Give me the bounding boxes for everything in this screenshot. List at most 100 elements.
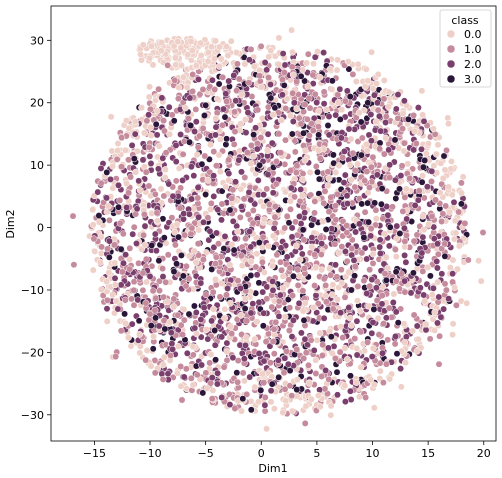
- scatter-point: [293, 105, 301, 113]
- scatter-point: [191, 128, 199, 135]
- scatter-point: [257, 134, 265, 141]
- scatter-point: [160, 353, 168, 361]
- scatter-point: [212, 114, 220, 122]
- scatter-point: [279, 272, 287, 280]
- scatter-point: [148, 42, 155, 50]
- scatter-point: [334, 391, 341, 399]
- scatter-point: [96, 258, 104, 266]
- scatter-point: [348, 245, 356, 252]
- scatter-point: [289, 292, 297, 300]
- scatter-point: [207, 43, 215, 51]
- scatter-point: [351, 335, 359, 343]
- scatter-point: [317, 234, 324, 242]
- scatter-point: [149, 61, 157, 69]
- scatter-point: [190, 302, 198, 310]
- scatter-point: [396, 230, 404, 237]
- scatter-point: [382, 253, 390, 261]
- scatter-point: [378, 185, 386, 193]
- scatter-point: [142, 299, 150, 307]
- scatter-point: [116, 219, 124, 227]
- scatter-point: [364, 199, 372, 207]
- scatter-point: [459, 173, 467, 181]
- scatter-point: [346, 387, 354, 395]
- scatter-point: [357, 328, 365, 336]
- scatter-point: [264, 171, 272, 179]
- scatter-point: [187, 37, 195, 45]
- scatter-point: [209, 288, 217, 296]
- scatter-point: [316, 329, 324, 337]
- scatter-point: [311, 209, 318, 217]
- scatter-point: [304, 82, 312, 90]
- scatter-point: [419, 163, 427, 171]
- scatter-point: [115, 203, 122, 211]
- scatter-point: [339, 334, 347, 342]
- scatter-point: [223, 97, 231, 105]
- scatter-point: [147, 160, 155, 167]
- scatter-point: [131, 130, 139, 138]
- scatter-point: [240, 195, 248, 203]
- scatter-point: [301, 299, 309, 307]
- scatter-point: [190, 247, 198, 255]
- scatter-point: [384, 264, 392, 272]
- scatter-point: [158, 39, 165, 46]
- scatter-point: [204, 57, 212, 65]
- scatter-point: [228, 330, 236, 338]
- scatter-point: [363, 168, 371, 175]
- scatter-point: [271, 104, 279, 112]
- scatter-point: [445, 295, 453, 303]
- scatter-point: [208, 76, 216, 84]
- scatter-point: [396, 185, 403, 193]
- scatter-point: [272, 180, 280, 188]
- scatter-point: [169, 345, 177, 353]
- scatter-point: [440, 152, 448, 160]
- scatter-point: [225, 156, 233, 164]
- scatter-point: [409, 327, 417, 335]
- scatter-point: [256, 161, 264, 169]
- scatter-point: [457, 179, 465, 187]
- scatter-point: [290, 99, 298, 107]
- scatter-point: [256, 72, 264, 80]
- scatter-point: [237, 185, 245, 193]
- y-tick-label: −20: [21, 346, 44, 359]
- scatter-point: [185, 210, 193, 218]
- scatter-point: [188, 47, 196, 55]
- scatter-point: [418, 249, 426, 257]
- y-tick-label: −10: [21, 284, 44, 297]
- scatter-point: [273, 251, 281, 259]
- scatter-point: [364, 338, 372, 346]
- scatter-point: [357, 363, 365, 371]
- scatter-point: [289, 118, 297, 125]
- scatter-point: [107, 175, 114, 183]
- scatter-point: [128, 141, 136, 149]
- scatter-point: [392, 268, 400, 276]
- scatter-point: [130, 286, 138, 294]
- scatter-point: [239, 395, 247, 403]
- scatter-point: [149, 287, 157, 295]
- scatter-point: [458, 189, 465, 197]
- scatter-point: [232, 49, 240, 56]
- scatter-point: [242, 235, 250, 243]
- scatter-point: [316, 155, 324, 163]
- scatter-point: [90, 235, 98, 243]
- scatter-point: [252, 124, 260, 132]
- scatter-point: [238, 91, 246, 99]
- scatter-point: [209, 386, 217, 394]
- scatter-point: [403, 215, 411, 223]
- scatter-point: [325, 113, 333, 120]
- scatter-point: [237, 252, 245, 260]
- scatter-point: [341, 398, 349, 406]
- scatter-point: [203, 326, 210, 334]
- scatter-point: [269, 232, 277, 240]
- scatter-point: [280, 369, 288, 377]
- scatter-point: [270, 325, 278, 333]
- scatter-point: [438, 218, 446, 225]
- scatter-point: [300, 354, 308, 362]
- scatter-point: [240, 355, 248, 363]
- scatter-point: [264, 130, 272, 138]
- scatter-point: [322, 298, 330, 306]
- scatter-point: [269, 189, 277, 197]
- x-tick-label: −15: [83, 447, 106, 460]
- scatter-point: [310, 60, 317, 68]
- scatter-point: [401, 277, 409, 285]
- scatter-point: [426, 272, 434, 280]
